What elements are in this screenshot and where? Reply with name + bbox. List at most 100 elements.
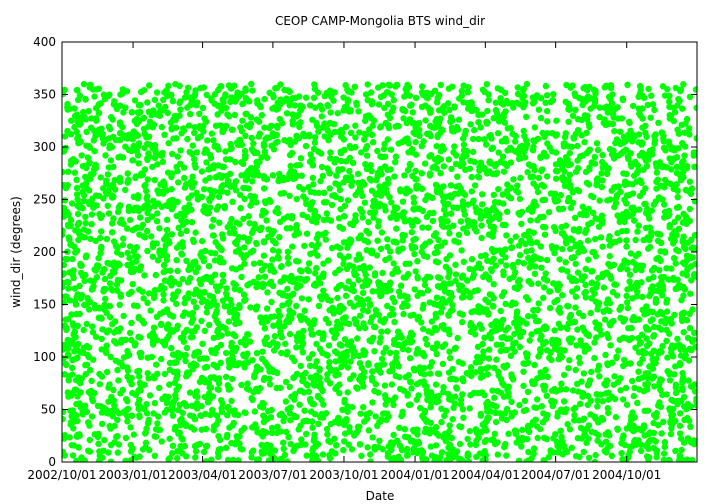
data-point bbox=[248, 134, 255, 142]
data-point bbox=[511, 284, 518, 291]
data-point bbox=[216, 188, 224, 195]
data-point bbox=[415, 131, 422, 138]
data-point bbox=[374, 288, 381, 295]
data-point bbox=[584, 95, 591, 103]
data-point bbox=[73, 191, 81, 198]
data-point bbox=[210, 374, 218, 381]
data-point bbox=[477, 215, 484, 222]
data-point bbox=[649, 101, 657, 108]
data-point bbox=[249, 87, 256, 94]
data-point bbox=[218, 174, 225, 181]
data-point bbox=[610, 147, 617, 154]
data-point bbox=[226, 385, 234, 393]
data-point bbox=[311, 134, 319, 141]
data-point bbox=[525, 228, 532, 235]
data-point bbox=[228, 215, 235, 223]
data-point bbox=[179, 436, 186, 443]
data-point bbox=[440, 388, 447, 396]
data-point bbox=[559, 438, 566, 445]
data-point bbox=[608, 452, 615, 459]
data-point bbox=[650, 347, 658, 354]
data-point bbox=[144, 247, 151, 255]
data-point bbox=[658, 274, 665, 281]
data-point bbox=[161, 247, 168, 254]
data-point bbox=[509, 299, 516, 306]
data-point bbox=[188, 219, 196, 226]
data-point bbox=[233, 344, 240, 352]
data-point bbox=[77, 349, 84, 356]
data-point bbox=[73, 184, 81, 192]
data-point bbox=[73, 111, 81, 118]
data-point bbox=[116, 261, 123, 269]
data-point bbox=[452, 160, 460, 168]
data-point bbox=[486, 159, 493, 166]
data-point bbox=[191, 416, 199, 423]
data-point bbox=[609, 239, 616, 246]
data-point bbox=[98, 346, 105, 353]
data-point bbox=[573, 285, 581, 292]
data-point bbox=[238, 172, 245, 179]
data-point bbox=[151, 452, 158, 459]
data-point bbox=[221, 303, 228, 310]
data-point bbox=[512, 233, 519, 240]
data-point bbox=[160, 96, 167, 104]
data-point bbox=[219, 231, 226, 238]
data-point bbox=[474, 343, 482, 350]
data-point bbox=[286, 102, 293, 109]
data-point bbox=[561, 168, 568, 175]
data-point bbox=[481, 136, 488, 143]
data-point bbox=[344, 244, 351, 251]
data-point bbox=[232, 441, 239, 448]
data-point bbox=[418, 143, 425, 150]
data-point bbox=[643, 335, 650, 342]
data-point bbox=[352, 191, 359, 199]
data-point bbox=[215, 193, 223, 200]
data-point bbox=[649, 146, 656, 153]
data-point bbox=[420, 138, 427, 145]
data-point bbox=[241, 297, 248, 304]
data-point bbox=[298, 372, 306, 379]
data-point bbox=[189, 333, 196, 341]
data-point bbox=[351, 83, 358, 91]
data-point bbox=[516, 343, 524, 351]
data-point bbox=[480, 273, 487, 281]
data-point bbox=[91, 93, 98, 100]
data-point bbox=[490, 191, 497, 199]
data-point bbox=[559, 451, 566, 458]
data-point bbox=[90, 278, 97, 285]
data-point bbox=[289, 121, 296, 128]
data-point bbox=[510, 176, 517, 183]
data-point bbox=[165, 321, 172, 328]
data-point bbox=[666, 224, 673, 231]
data-point bbox=[423, 130, 431, 137]
data-point bbox=[431, 457, 438, 462]
data-point bbox=[277, 428, 284, 435]
data-point bbox=[512, 269, 519, 276]
data-point bbox=[411, 250, 418, 258]
data-point bbox=[530, 137, 537, 144]
data-point bbox=[585, 120, 593, 128]
data-point bbox=[658, 129, 666, 136]
data-point bbox=[200, 257, 207, 265]
data-point bbox=[651, 383, 658, 390]
data-point bbox=[271, 333, 279, 340]
data-point bbox=[286, 383, 293, 391]
data-point bbox=[543, 92, 551, 99]
data-point bbox=[553, 336, 560, 344]
data-point bbox=[242, 184, 249, 192]
data-point bbox=[393, 225, 400, 232]
data-point bbox=[456, 286, 463, 294]
data-point bbox=[381, 315, 389, 323]
data-point bbox=[238, 141, 246, 149]
data-point bbox=[553, 244, 560, 251]
data-point bbox=[558, 433, 565, 441]
data-point bbox=[537, 336, 544, 343]
data-point bbox=[202, 147, 210, 155]
data-point bbox=[220, 126, 227, 134]
data-point bbox=[613, 353, 620, 360]
data-point bbox=[151, 154, 159, 161]
data-point bbox=[661, 201, 668, 208]
data-point bbox=[200, 448, 208, 456]
data-point bbox=[287, 417, 294, 424]
data-point bbox=[652, 295, 660, 303]
